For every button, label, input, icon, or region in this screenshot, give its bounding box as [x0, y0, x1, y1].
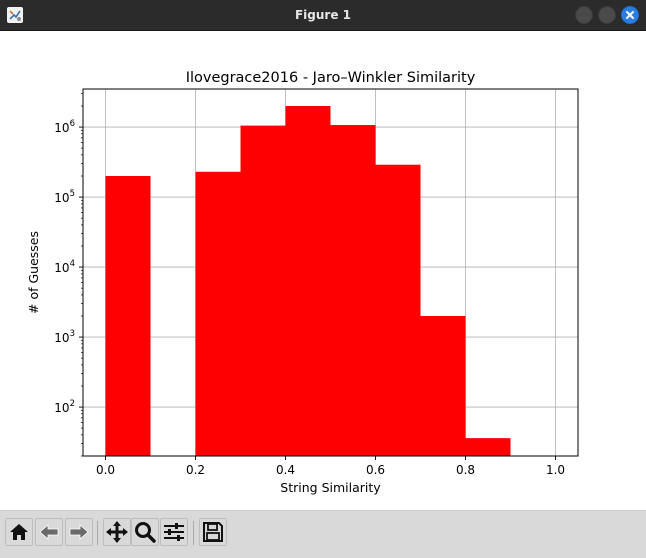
x-axis-label: String Similarity — [280, 480, 381, 495]
left-arrow-icon — [39, 524, 59, 540]
move-icon — [106, 521, 128, 543]
histogram-bar — [420, 316, 466, 456]
app-icon — [7, 7, 23, 23]
histogram-bar — [375, 164, 421, 456]
y-tick-label: 103 — [54, 329, 75, 345]
close-button[interactable] — [621, 6, 639, 24]
home-button[interactable] — [5, 518, 33, 546]
chart-title: Ilovegrace2016 - Jaro–Winkler Similarity — [186, 70, 476, 86]
histogram-chart: 0.0 0.2 0.4 0.6 0.8 1.0 102 103 104 105 106 Iloveg… — [26, 70, 579, 495]
save-button[interactable] — [199, 518, 227, 546]
forward-button[interactable] — [65, 518, 93, 546]
minimize-button[interactable] — [575, 6, 593, 24]
right-arrow-icon — [69, 524, 89, 540]
toolbar — [0, 510, 646, 558]
histogram-bar — [105, 176, 151, 457]
histogram-bar — [465, 438, 511, 456]
configure-subplots-button[interactable] — [160, 518, 188, 546]
floppy-disk-icon — [203, 522, 223, 542]
maximize-button[interactable] — [598, 6, 616, 24]
histogram-bar — [240, 125, 286, 456]
window-title: Figure 1 — [294, 8, 352, 22]
x-tick-label: 0.4 — [276, 463, 295, 477]
histogram-bar — [195, 171, 241, 456]
magnifier-icon — [135, 522, 156, 543]
close-icon — [626, 11, 634, 19]
histogram-bar — [330, 125, 376, 456]
y-tick-label: 104 — [54, 259, 75, 275]
y-axis-label: # of Guesses — [26, 231, 41, 314]
x-tick-label: 0.0 — [96, 463, 115, 477]
y-tick-label: 106 — [54, 119, 75, 135]
sliders-icon — [164, 523, 184, 541]
figure-canvas[interactable]: 0.0 0.2 0.4 0.6 0.8 1.0 102 103 104 105 106 Iloveg… — [0, 31, 646, 510]
home-icon — [10, 524, 28, 540]
title-bar[interactable]: Figure 1 — [0, 0, 646, 31]
pan-button[interactable] — [103, 518, 131, 546]
zoom-button[interactable] — [131, 518, 159, 546]
toolbar-separator — [193, 521, 194, 545]
x-tick-label: 0.8 — [456, 463, 475, 477]
y-tick-label: 102 — [54, 399, 75, 415]
y-tick-label: 105 — [54, 189, 75, 205]
x-tick-label: 0.6 — [366, 463, 385, 477]
axes-frame — [82, 88, 579, 457]
back-button[interactable] — [35, 518, 63, 546]
toolbar-separator — [97, 521, 98, 545]
x-tick-label: 1.0 — [546, 463, 565, 477]
histogram-bar — [285, 106, 331, 456]
x-tick-label: 0.2 — [186, 463, 205, 477]
